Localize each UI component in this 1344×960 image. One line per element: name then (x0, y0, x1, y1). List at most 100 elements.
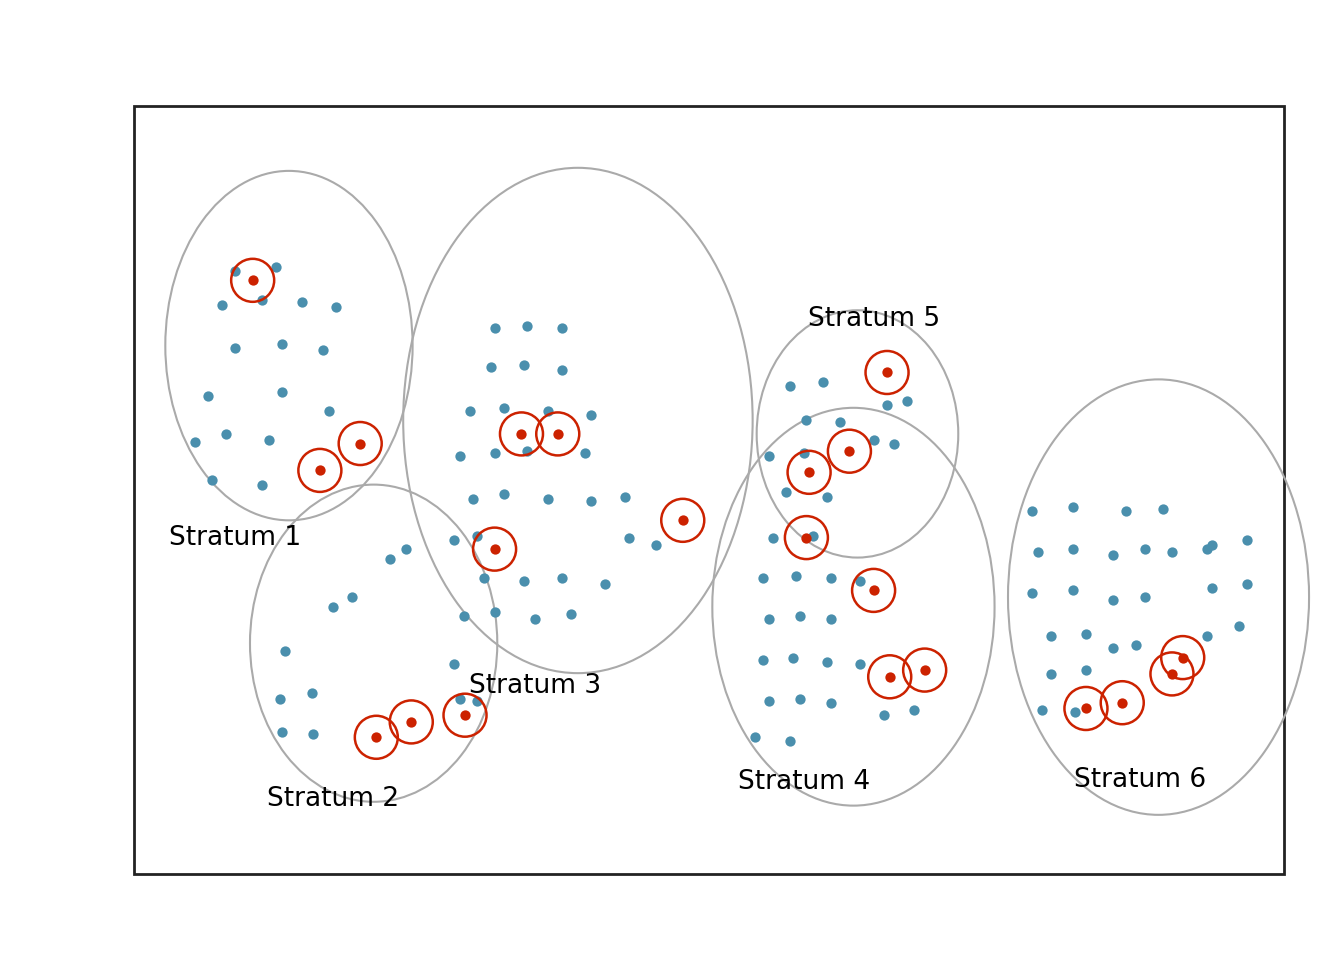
Point (574, 445, 595, 461)
Point (1161, 544, 1183, 560)
Point (1062, 583, 1083, 598)
Point (1134, 589, 1156, 605)
Point (1040, 666, 1062, 682)
Point (1125, 637, 1146, 653)
Point (547, 426, 569, 442)
Point (758, 448, 780, 464)
Point (184, 434, 206, 449)
Point (202, 472, 223, 488)
Point (484, 605, 505, 620)
Point (560, 607, 582, 622)
Point (453, 609, 474, 624)
Point (271, 724, 293, 739)
Point (758, 693, 780, 708)
Point (775, 484, 797, 499)
Point (789, 691, 810, 707)
Point (1202, 580, 1223, 595)
Point (460, 403, 481, 419)
Point (484, 321, 505, 336)
Point (614, 490, 636, 505)
Text: Stratum 4: Stratum 4 (738, 769, 870, 796)
Point (1040, 628, 1062, 643)
Point (745, 730, 766, 745)
Point (782, 650, 804, 665)
Point (1196, 628, 1218, 643)
Text: Stratum 2: Stratum 2 (267, 785, 399, 812)
Point (820, 695, 841, 710)
Point (319, 403, 340, 419)
Point (1102, 592, 1124, 608)
Point (753, 653, 774, 668)
Point (309, 463, 331, 478)
Point (1161, 666, 1183, 682)
Point (341, 589, 363, 605)
Text: Stratum 5: Stratum 5 (808, 305, 939, 332)
Point (224, 263, 246, 278)
Point (484, 445, 505, 461)
Point (1116, 503, 1137, 518)
Point (594, 576, 616, 591)
Point (645, 538, 667, 553)
Point (551, 570, 573, 586)
Point (812, 374, 833, 390)
Point (802, 528, 824, 543)
Point (444, 532, 465, 547)
Point (274, 643, 296, 659)
Point (780, 378, 801, 394)
Point (302, 727, 324, 742)
Point (798, 465, 820, 480)
Point (1236, 576, 1258, 591)
Point (366, 730, 387, 745)
Point (820, 612, 841, 627)
Point (789, 609, 810, 624)
Point (879, 669, 900, 684)
Point (198, 388, 219, 403)
Point (914, 662, 935, 678)
Point (349, 436, 371, 451)
Point (903, 703, 925, 718)
Point (480, 359, 501, 374)
Point (1102, 547, 1124, 563)
Point (473, 570, 495, 586)
Point (454, 708, 476, 723)
Point (462, 492, 484, 507)
Point (538, 403, 559, 419)
Text: Stratum 6: Stratum 6 (1074, 766, 1206, 793)
Point (379, 551, 401, 566)
Point (493, 487, 515, 502)
Point (258, 432, 280, 447)
Point (449, 691, 470, 707)
Point (466, 528, 488, 543)
Point (511, 426, 532, 442)
Point (466, 693, 488, 708)
Point (1075, 662, 1097, 678)
Point (876, 365, 898, 380)
Point (1196, 541, 1218, 557)
Point (215, 426, 237, 442)
Point (820, 570, 841, 586)
Point (484, 541, 505, 557)
Point (444, 657, 465, 672)
Point (796, 530, 817, 545)
Point (829, 415, 851, 430)
Point (1102, 640, 1124, 656)
Point (1202, 538, 1223, 553)
Point (874, 708, 895, 723)
Point (1021, 503, 1043, 518)
Point (816, 490, 837, 505)
Point (1152, 501, 1173, 516)
Point (493, 400, 515, 416)
Point (551, 362, 573, 377)
Point (513, 573, 535, 588)
Point (785, 568, 806, 584)
Point (816, 655, 837, 670)
Point (672, 513, 694, 528)
Point (876, 397, 898, 413)
Point (323, 599, 344, 614)
Point (271, 384, 293, 399)
Point (863, 432, 884, 447)
Point (211, 298, 233, 313)
Point (251, 292, 273, 307)
Point (269, 691, 290, 707)
Point (251, 477, 273, 492)
